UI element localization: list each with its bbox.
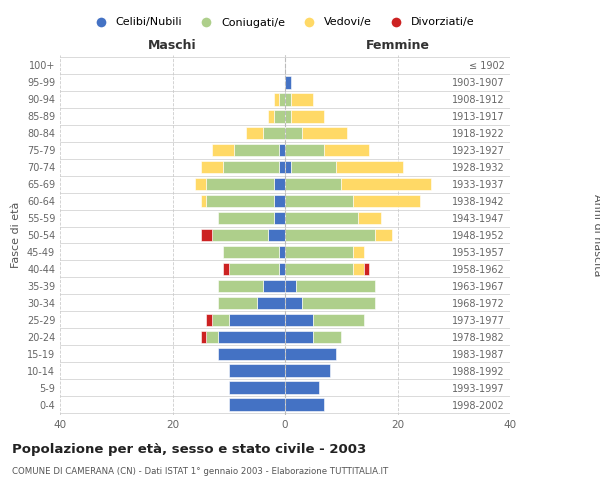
Bar: [229, 262, 280, 276]
Bar: [285, 228, 375, 241]
Bar: [229, 398, 285, 411]
Bar: [285, 144, 325, 156]
Bar: [200, 194, 206, 207]
Bar: [290, 110, 325, 122]
Bar: [353, 262, 364, 276]
Bar: [218, 280, 263, 292]
Bar: [313, 330, 341, 344]
Bar: [200, 228, 212, 241]
Bar: [229, 314, 285, 326]
Bar: [285, 330, 313, 344]
Bar: [358, 212, 380, 224]
Bar: [302, 126, 347, 140]
Bar: [200, 330, 206, 344]
Bar: [285, 398, 325, 411]
Bar: [285, 314, 313, 326]
Bar: [353, 194, 420, 207]
Bar: [212, 314, 229, 326]
Y-axis label: Fasce di età: Fasce di età: [11, 202, 21, 268]
Bar: [285, 262, 353, 276]
Bar: [302, 296, 375, 310]
Bar: [280, 262, 285, 276]
Bar: [206, 178, 274, 190]
Text: Maschi: Maschi: [148, 38, 197, 52]
Bar: [212, 144, 235, 156]
Bar: [285, 364, 330, 377]
Bar: [229, 382, 285, 394]
Bar: [223, 160, 280, 173]
Bar: [268, 228, 285, 241]
Bar: [335, 160, 403, 173]
Bar: [313, 314, 364, 326]
Bar: [229, 364, 285, 377]
Bar: [341, 178, 431, 190]
Bar: [285, 178, 341, 190]
Bar: [280, 144, 285, 156]
Bar: [235, 144, 280, 156]
Bar: [290, 93, 313, 106]
Bar: [257, 296, 285, 310]
Bar: [285, 93, 290, 106]
Bar: [223, 246, 280, 258]
Bar: [280, 246, 285, 258]
Bar: [274, 178, 285, 190]
Bar: [263, 280, 285, 292]
Bar: [212, 228, 268, 241]
Bar: [285, 348, 335, 360]
Bar: [206, 330, 218, 344]
Bar: [285, 280, 296, 292]
Text: COMUNE DI CAMERANA (CN) - Dati ISTAT 1° gennaio 2003 - Elaborazione TUTTITALIA.I: COMUNE DI CAMERANA (CN) - Dati ISTAT 1° …: [12, 468, 388, 476]
Bar: [285, 76, 290, 88]
Text: Anni di nascita: Anni di nascita: [592, 194, 600, 276]
Bar: [280, 160, 285, 173]
Bar: [200, 160, 223, 173]
Bar: [263, 126, 285, 140]
Legend: Celibi/Nubili, Coniugati/e, Vedovi/e, Divorziati/e: Celibi/Nubili, Coniugati/e, Vedovi/e, Di…: [85, 13, 479, 32]
Bar: [285, 382, 319, 394]
Bar: [285, 246, 353, 258]
Bar: [290, 160, 335, 173]
Bar: [325, 144, 370, 156]
Bar: [285, 212, 358, 224]
Bar: [218, 330, 285, 344]
Bar: [218, 348, 285, 360]
Bar: [285, 194, 353, 207]
Text: Popolazione per età, sesso e stato civile - 2003: Popolazione per età, sesso e stato civil…: [12, 442, 366, 456]
Bar: [285, 110, 290, 122]
Bar: [274, 212, 285, 224]
Bar: [218, 212, 274, 224]
Bar: [245, 126, 263, 140]
Bar: [206, 194, 274, 207]
Bar: [223, 262, 229, 276]
Bar: [280, 93, 285, 106]
Bar: [274, 194, 285, 207]
Bar: [206, 314, 212, 326]
Bar: [375, 228, 392, 241]
Text: Femmine: Femmine: [365, 38, 430, 52]
Bar: [195, 178, 206, 190]
Bar: [268, 110, 274, 122]
Bar: [296, 280, 375, 292]
Bar: [285, 296, 302, 310]
Bar: [364, 262, 370, 276]
Bar: [274, 110, 285, 122]
Bar: [285, 126, 302, 140]
Bar: [218, 296, 257, 310]
Bar: [274, 93, 280, 106]
Bar: [285, 160, 290, 173]
Bar: [353, 246, 364, 258]
